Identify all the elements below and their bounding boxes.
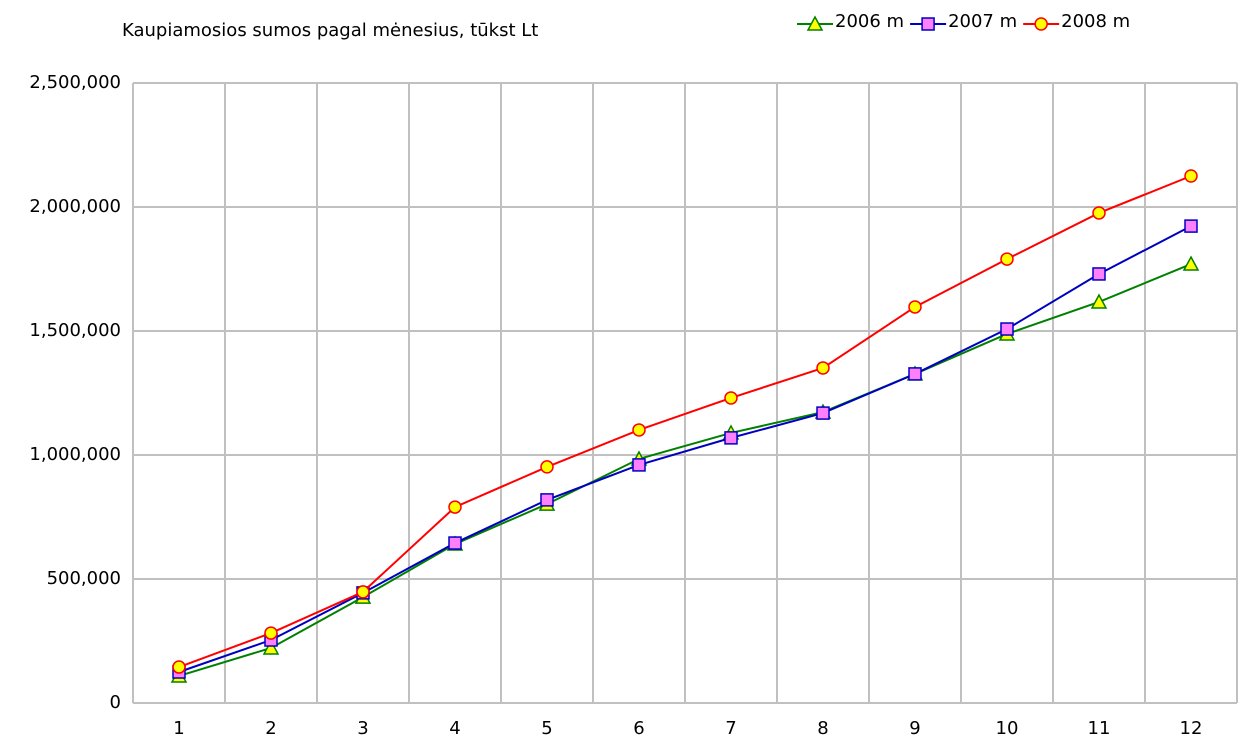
marker (816, 361, 830, 375)
marker (816, 406, 830, 420)
y-tick-label: 500,000 (47, 568, 121, 589)
y-tick-label: 0 (110, 692, 121, 713)
x-tick-label: 9 (909, 718, 920, 739)
marker (262, 639, 280, 655)
x-tick-label: 11 (1088, 718, 1111, 739)
legend-label: 2006 m (835, 11, 904, 32)
marker (172, 660, 186, 674)
marker (632, 423, 646, 437)
y-tick-label: 2,500,000 (29, 72, 121, 93)
y-tick-label: 1,500,000 (29, 320, 121, 341)
marker (1184, 169, 1198, 183)
x-tick-label: 2 (265, 718, 276, 739)
marker (540, 460, 554, 474)
series-line (178, 263, 1192, 677)
y-tick-label: 1,000,000 (29, 444, 121, 465)
marker (448, 536, 462, 550)
legend-label: 2007 m (948, 11, 1017, 32)
marker (1092, 206, 1106, 220)
series-line (178, 175, 1192, 668)
x-tick-label: 8 (817, 718, 828, 739)
marker (1184, 219, 1198, 233)
x-tick-label: 6 (633, 718, 644, 739)
x-tick-label: 10 (996, 718, 1019, 739)
legend-label: 2008 m (1061, 11, 1130, 32)
marker (1182, 255, 1200, 271)
marker (264, 626, 278, 640)
marker (724, 431, 738, 445)
marker (448, 500, 462, 514)
chart-title: Kaupiamosios sumos pagal mėnesius, tūkst… (122, 20, 538, 41)
x-tick-label: 3 (357, 718, 368, 739)
marker (1090, 293, 1108, 309)
marker (1034, 17, 1048, 31)
marker (806, 15, 824, 31)
marker (908, 300, 922, 314)
x-tick-label: 7 (725, 718, 736, 739)
marker (632, 458, 646, 472)
marker (1092, 267, 1106, 281)
series-line (178, 225, 1192, 673)
marker (908, 367, 922, 381)
x-tick-label: 5 (541, 718, 552, 739)
y-tick-label: 2,000,000 (29, 196, 121, 217)
x-tick-label: 12 (1180, 718, 1203, 739)
marker (724, 391, 738, 405)
x-tick-label: 1 (173, 718, 184, 739)
marker (1000, 322, 1014, 336)
marker (921, 17, 935, 31)
x-tick-label: 4 (449, 718, 460, 739)
marker (1000, 252, 1014, 266)
marker (356, 585, 370, 599)
marker (540, 493, 554, 507)
